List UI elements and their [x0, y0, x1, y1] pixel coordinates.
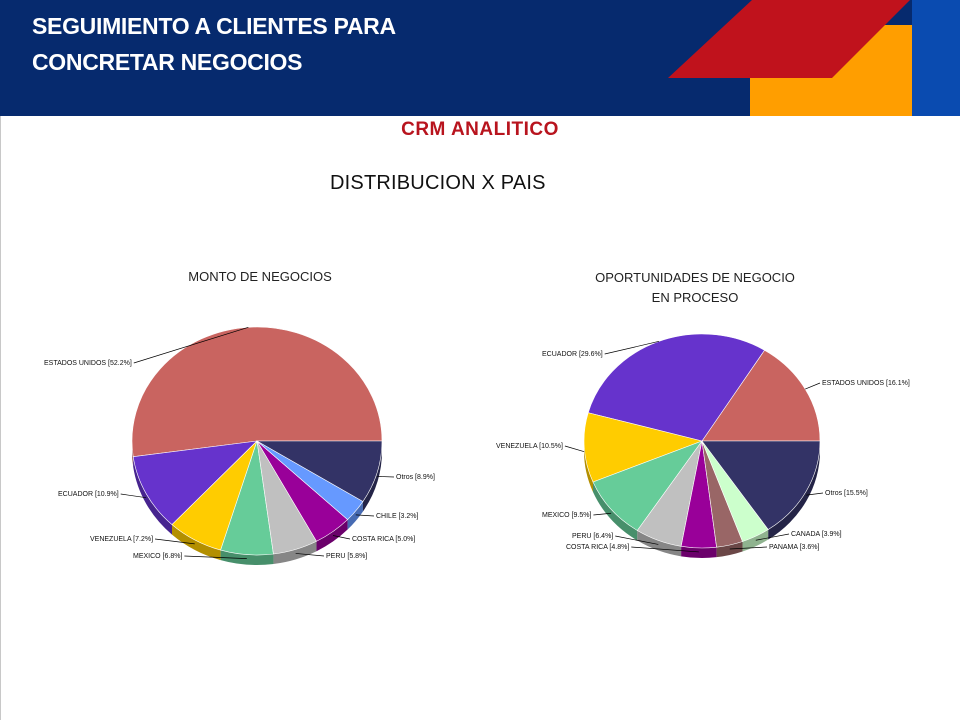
pie-leader-5: [631, 546, 699, 553]
pie-side-8: [768, 441, 820, 540]
pie-side-5: [681, 546, 717, 558]
pie-chart-monto-negocios: ESTADOS UNIDOS [52.2%] ECUADOR [10.9%] VEN…: [44, 326, 435, 565]
pie-side-walls: [584, 441, 820, 558]
header-title-line1: SEGUIMIENTO A CLIENTES PARA: [32, 13, 396, 39]
pie-leader-2: [564, 445, 585, 453]
pie-label-1: ECUADOR [10.9%]: [58, 491, 119, 498]
pie-leader-4: [615, 535, 659, 545]
pie-label-5: COSTA RICA [4.8%]: [566, 544, 629, 551]
pie-side-6: [716, 541, 743, 558]
chart1-title-line1: MONTO DE NEGOCIOS: [188, 269, 332, 284]
section-title: CRM ANALITICO: [401, 119, 559, 140]
pie-leader-8: [806, 492, 824, 496]
pie-side-7: [742, 529, 769, 552]
pie-leader-1: [120, 493, 147, 499]
chart2-title-line2: EN PROCESO: [651, 290, 739, 305]
pie-slice-2: [583, 412, 704, 483]
pie-leader-1: [604, 341, 660, 355]
pie-leader-6: [729, 546, 768, 550]
pie-side-3: [593, 481, 638, 541]
pie-leader-3: [184, 555, 247, 559]
pie-label-3: MEXICO [6.8%]: [133, 553, 182, 560]
pie-label-7: Otros [8.9%]: [396, 474, 435, 481]
pie-side-1: [133, 456, 173, 535]
pie-label-4: PERU [6.4%]: [572, 533, 613, 540]
pie-leader-3: [593, 512, 612, 516]
pie-slice-8: [701, 440, 821, 530]
left-divider: [0, 116, 1, 720]
pie-side-3: [220, 550, 274, 565]
pie-side-2: [172, 524, 221, 561]
pie-side-2: [584, 441, 593, 492]
header-decoration: [668, 0, 960, 116]
pie-leader-0: [805, 382, 821, 390]
pie-side-5: [316, 519, 348, 552]
pie-chart-oportunidades: ESTADOS UNIDOS [16.1%] ECUADOR [29.6%] VEN…: [496, 333, 910, 558]
pie-slice-0: [131, 326, 383, 458]
pie-slice-1: [132, 440, 258, 525]
header-red-shape: [668, 0, 910, 78]
pie-label-0: ESTADOS UNIDOS [16.1%]: [822, 380, 910, 387]
pie-label-2: VENEZUELA [7.2%]: [90, 536, 153, 543]
header-banner: SEGUIMIENTO A CLIENTES PARA CONCRETAR NE…: [0, 0, 960, 116]
pie-leader-5: [332, 535, 351, 540]
chart2-title-line1: OPORTUNIDADES DE NEGOCIO: [595, 270, 795, 285]
pie-label-6: CHILE [3.2%]: [376, 513, 418, 520]
pie-leader-2: [154, 538, 195, 545]
pie-leader-4: [295, 553, 325, 557]
pie-leader-7: [755, 533, 790, 541]
page-subtitle: DISTRIBUCION X PAIS: [330, 172, 546, 194]
pie-label-5: COSTA RICA [5.0%]: [352, 536, 415, 543]
pie-label-4: PERU [5.8%]: [326, 553, 367, 560]
pie-label-8: Otros [15.5%]: [825, 490, 868, 497]
pie-label-3: MEXICO [9.5%]: [542, 512, 591, 519]
header-title: SEGUIMIENTO A CLIENTES PARA CONCRETAR NE…: [32, 8, 396, 80]
pie-leader-7: [377, 476, 395, 478]
header-title-line2: CONCRETAR NEGOCIOS: [32, 49, 303, 75]
pie-label-1: ECUADOR [29.6%]: [542, 351, 603, 358]
header-blue-stripe: [912, 0, 960, 116]
pie-leader-6: [355, 514, 375, 517]
pie-label-6: PANAMA [3.6%]: [769, 544, 820, 551]
pie-slice-1: [587, 333, 765, 442]
chart1-title: MONTO DE NEGOCIOS: [140, 267, 380, 287]
pie-label-2: VENEZUELA [10.5%]: [496, 443, 563, 450]
pie-side-4: [273, 541, 317, 565]
pie-side-walls: [132, 441, 382, 565]
pie-side-6: [347, 501, 363, 530]
pie-slice-7: [255, 440, 383, 502]
pie-leader-0: [133, 326, 249, 364]
pie-label-7: CANADA [3.9%]: [791, 531, 842, 538]
pie-label-0: ESTADOS UNIDOS [52.2%]: [44, 360, 132, 367]
chart2-title: OPORTUNIDADES DE NEGOCIO EN PROCESO: [545, 268, 845, 308]
